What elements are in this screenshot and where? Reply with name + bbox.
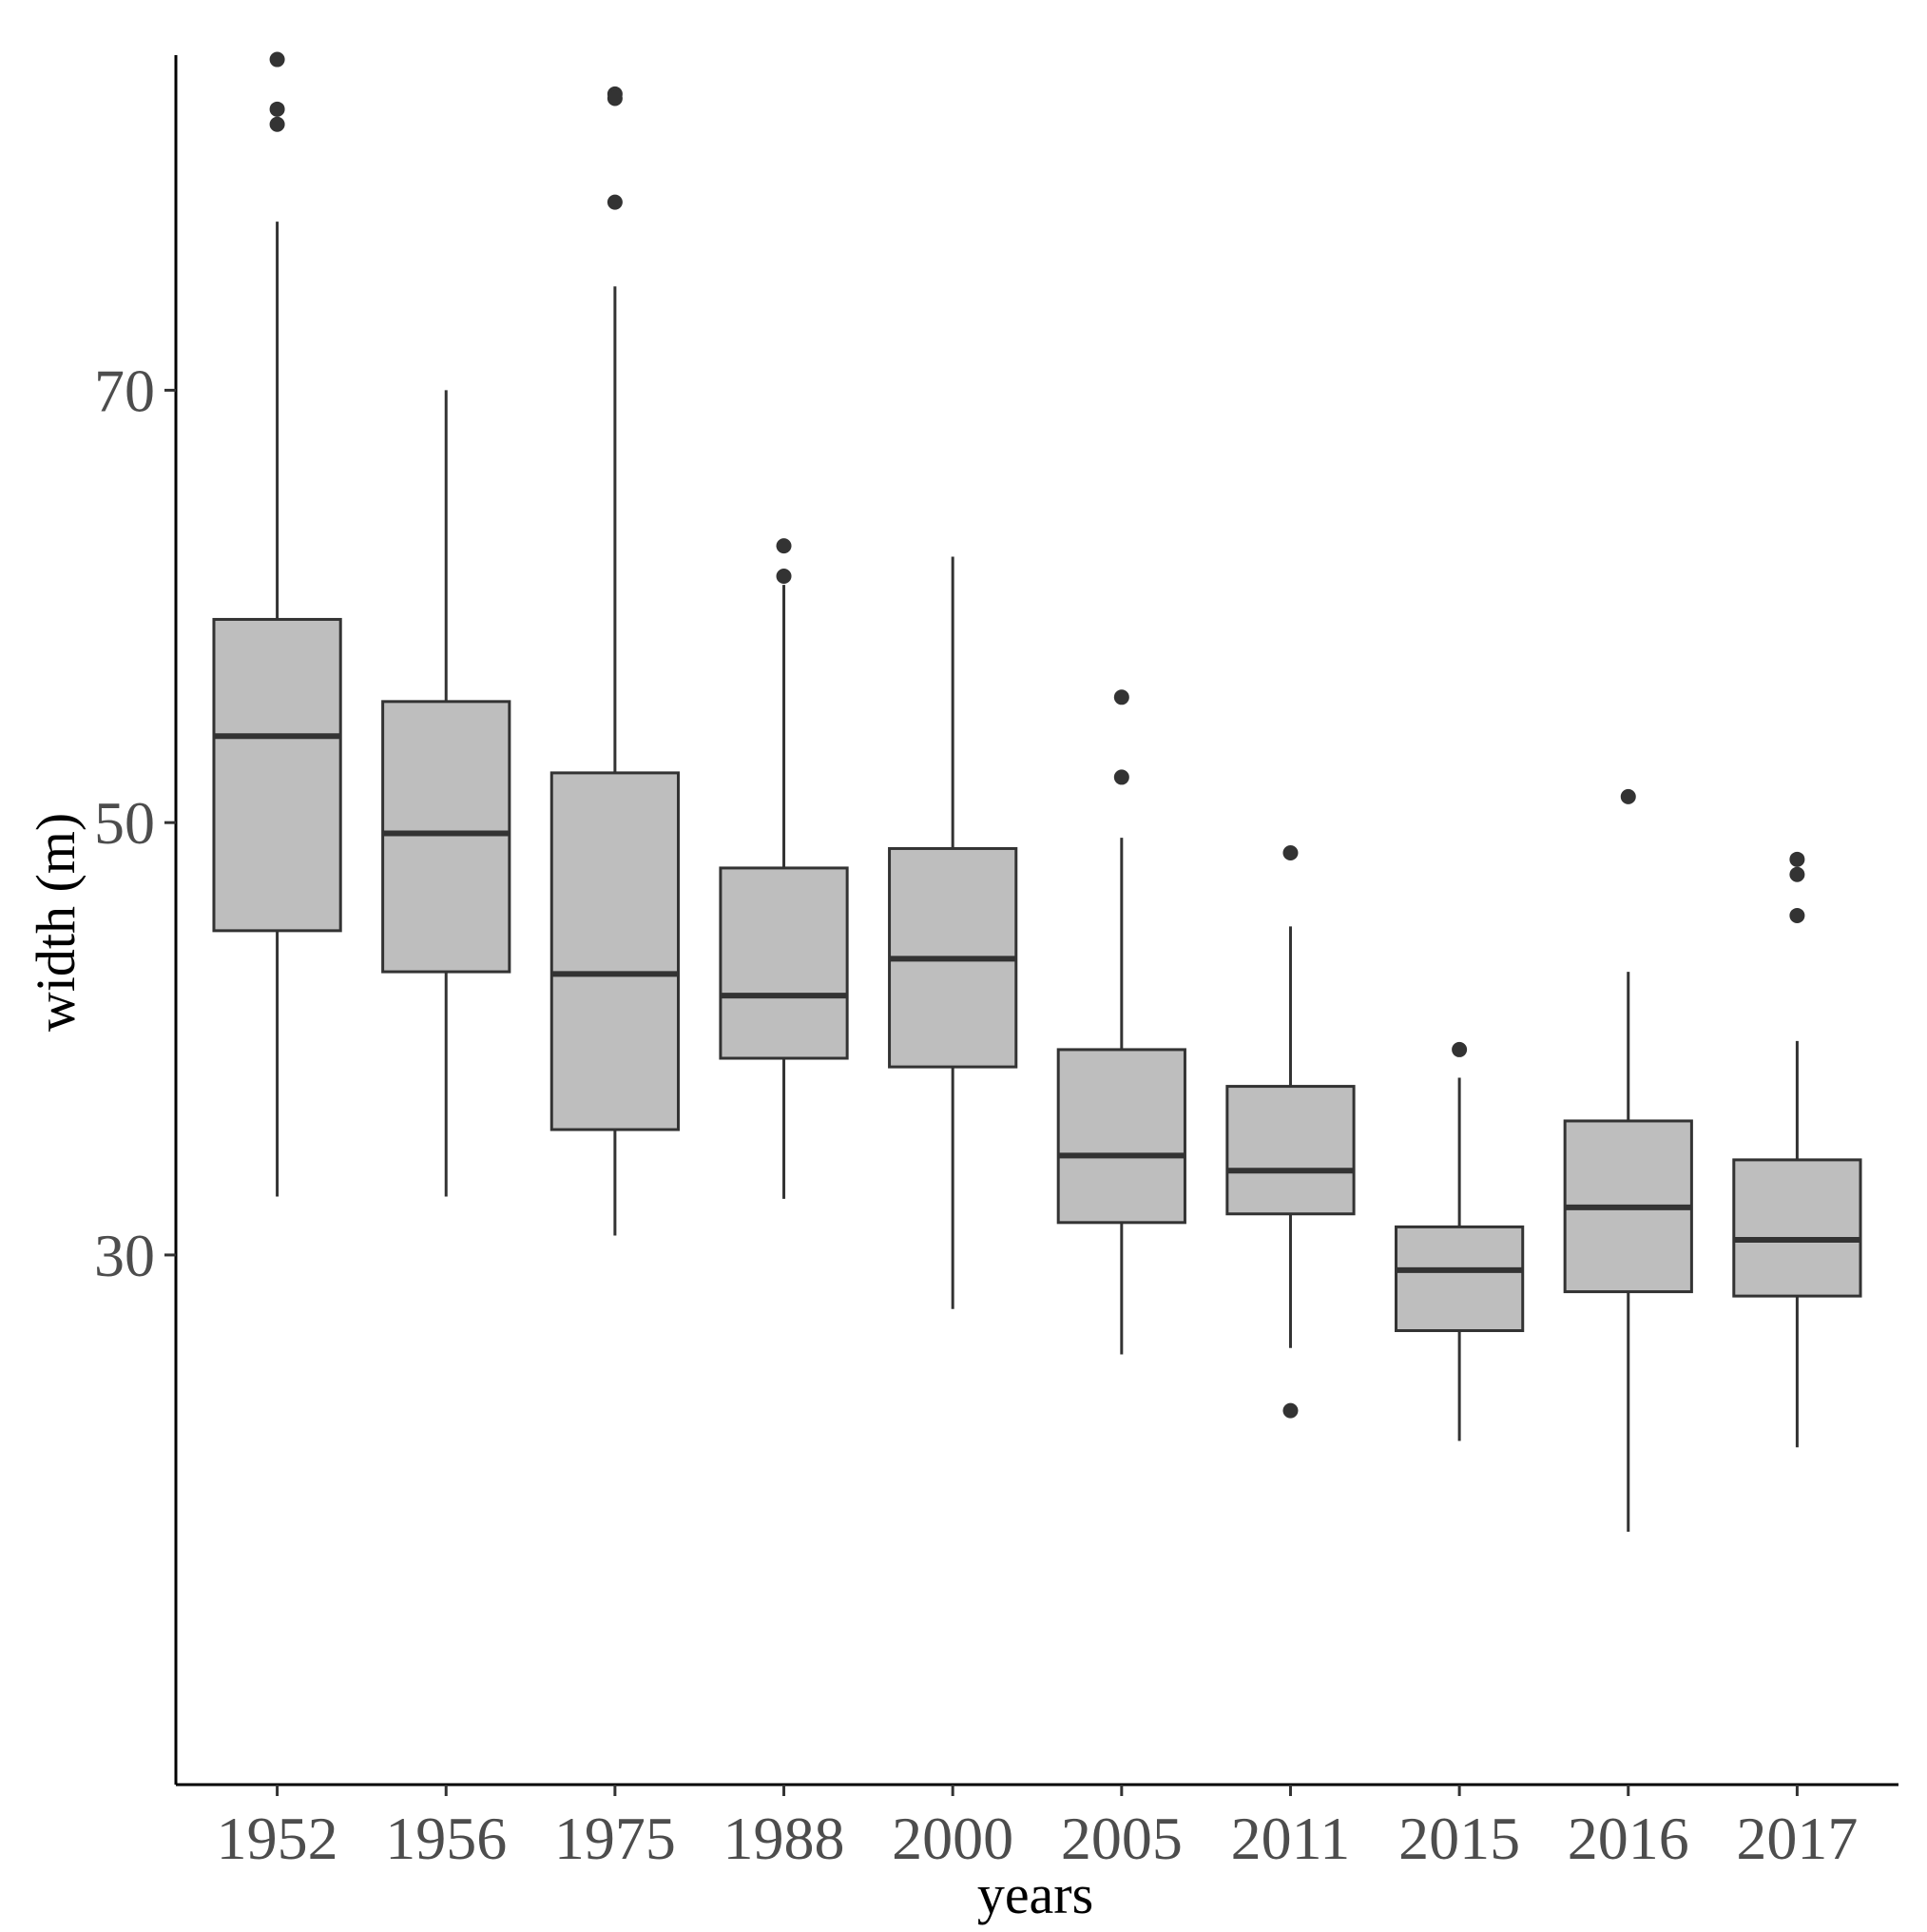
box-group-2015 (1395, 1041, 1525, 1441)
y-axis-title: width (m) (25, 813, 87, 1032)
outlier-point (1789, 866, 1805, 882)
outlier-point (1113, 769, 1129, 785)
x-tick-label-2015: 2015 (1398, 1805, 1520, 1872)
outlier-point (1620, 788, 1636, 804)
iqr-box (1225, 1085, 1356, 1216)
box-group-2000 (888, 556, 1018, 1309)
ticks-layer: 1952 1956 1975 1988 2000 2005 2011 2015 2016 2017… (94, 357, 1858, 1872)
outlier-point (1282, 845, 1299, 861)
outlier-point (1789, 851, 1805, 867)
axes-layer (174, 55, 1898, 1787)
box-group-2016 (1563, 788, 1693, 1532)
x-tick-label-1988: 1988 (723, 1805, 845, 1872)
iqr-box (1732, 1158, 1862, 1298)
outlier-point (607, 194, 623, 210)
box-group-1975 (549, 86, 680, 1236)
iqr-box (719, 866, 849, 1060)
iqr-box (549, 771, 680, 1131)
iqr-box (1056, 1048, 1186, 1225)
iqr-box (212, 617, 342, 933)
outlier-point (776, 538, 792, 554)
y-tick-label-30: 30 (94, 1222, 155, 1289)
outlier-point (269, 116, 285, 132)
box-group-2017 (1732, 851, 1862, 1448)
x-tick-label-2017: 2017 (1736, 1805, 1858, 1872)
outlier-point (1113, 689, 1129, 705)
box-group-1988 (719, 538, 849, 1199)
outlier-point (1282, 1402, 1299, 1419)
y-tick-label-50: 50 (94, 789, 155, 857)
outlier-point (776, 568, 792, 584)
box-group-2011 (1225, 845, 1356, 1419)
box-group-1952 (212, 51, 342, 1197)
outlier-point (1789, 907, 1805, 923)
box-group-1956 (381, 390, 511, 1197)
x-tick-label-2011: 2011 (1231, 1805, 1351, 1872)
outlier-point (1452, 1041, 1468, 1057)
iqr-box (381, 700, 511, 974)
box-group-2005 (1056, 689, 1186, 1355)
x-axis-title: years (977, 1864, 1093, 1925)
x-tick-label-1956: 1956 (385, 1805, 507, 1872)
outlier-point (607, 90, 623, 106)
boxes-layer (212, 51, 1862, 1532)
iqr-box (1395, 1225, 1525, 1333)
x-tick-label-2000: 2000 (892, 1805, 1013, 1872)
outlier-point (269, 51, 285, 68)
x-tick-label-2016: 2016 (1568, 1805, 1689, 1872)
x-tick-label-2005: 2005 (1061, 1805, 1183, 1872)
outlier-point (269, 101, 285, 117)
y-tick-label-70: 70 (94, 357, 155, 424)
x-tick-label-1975: 1975 (554, 1805, 676, 1872)
x-tick-label-1952: 1952 (217, 1805, 338, 1872)
